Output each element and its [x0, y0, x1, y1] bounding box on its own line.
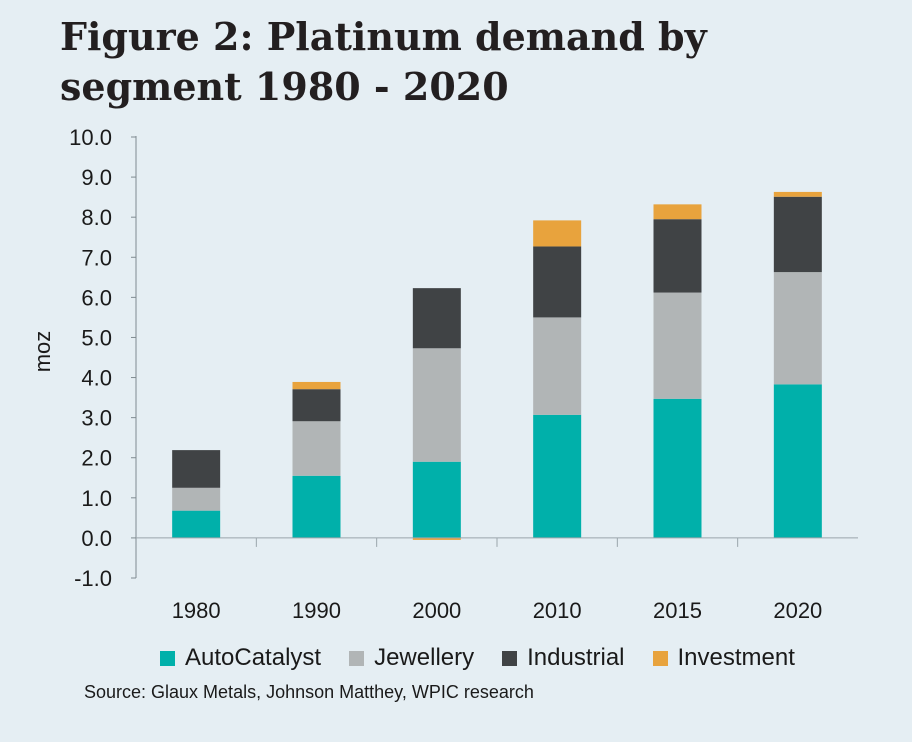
y-tick-label: 2.0	[81, 446, 112, 471]
legend-label: Investment	[677, 644, 795, 671]
bar-jewellery-1990	[292, 421, 341, 476]
y-tick-label: -1.0	[74, 566, 112, 591]
bar-investment-1990	[292, 381, 341, 390]
x-tick-label: 2020	[773, 598, 822, 623]
chart-title: Figure 2: Platinum demand by segment 198…	[60, 14, 707, 109]
bar-investment-2020	[773, 191, 822, 197]
legend-item-industrial: Industrial	[502, 644, 625, 672]
stacked-bar-chart: 10.0 9.0 8.0 7.0 6.0 5.0 4.0 3.0 2.0 1.0 0.0 -1.0 mo…	[30, 125, 858, 623]
legend-swatch	[502, 650, 518, 666]
bar-autocatalyst-2000	[412, 461, 461, 538]
y-tick-label: 10.0	[69, 125, 112, 150]
legend-item-autocatalyst: AutoCatalyst	[160, 644, 321, 672]
y-tick-label: 4.0	[81, 366, 112, 391]
bar-autocatalyst-1990	[292, 475, 341, 538]
bar-autocatalyst-2020	[773, 384, 822, 538]
legend-swatch	[349, 650, 365, 666]
x-tick-label: 1980	[172, 598, 221, 623]
y-tick-label: 8.0	[81, 205, 112, 230]
bar-industrial-1980	[172, 450, 221, 488]
legend-item-jewellery: Jewellery	[349, 644, 474, 672]
bar-industrial-2015	[653, 219, 702, 293]
bar-jewellery-2015	[653, 292, 702, 399]
source-note: Source: Glaux Metals, Johnson Matthey, W…	[84, 682, 534, 702]
y-axis-title: moz	[30, 331, 55, 373]
y-tick-label: 5.0	[81, 325, 112, 350]
legend-swatch	[652, 650, 668, 666]
y-tick-label: 6.0	[81, 285, 112, 310]
bar-jewellery-2020	[773, 272, 822, 385]
bar-autocatalyst-2010	[533, 414, 582, 538]
x-tick-label: 2015	[653, 598, 702, 623]
bar-investment-2010	[533, 220, 582, 247]
legend-item-investment: Investment	[652, 644, 795, 672]
bar-industrial-2020	[773, 196, 822, 273]
x-tick-label: 2010	[533, 598, 582, 623]
legend-swatch	[160, 650, 175, 666]
bar-investment-2015	[653, 204, 702, 220]
x-tick-label: 1990	[292, 598, 341, 623]
bar-autocatalyst-1980	[172, 510, 221, 538]
bar-industrial-1990	[292, 389, 341, 422]
y-tick-label: 0.0	[81, 526, 112, 551]
x-tick-label: 2000	[412, 598, 461, 623]
bar-jewellery-2000	[412, 348, 461, 462]
legend-label: AutoCatalyst	[185, 644, 322, 671]
bar-investment-2000	[412, 537, 461, 540]
bar-jewellery-2010	[533, 317, 582, 415]
y-tick-label: 1.0	[81, 486, 112, 511]
legend-label: Jewellery	[374, 644, 475, 671]
bar-autocatalyst-2015	[653, 398, 702, 538]
legend-label: Industrial	[527, 644, 625, 671]
bar-industrial-2000	[412, 288, 461, 349]
y-tick-label: 7.0	[81, 245, 112, 270]
bar-jewellery-1980	[172, 487, 221, 511]
y-tick-label: 3.0	[81, 406, 112, 431]
bar-industrial-2010	[533, 246, 582, 318]
y-tick-label: 9.0	[81, 165, 112, 190]
chart-legend: AutoCatalyst Jewellery Industrial Investmen…	[160, 644, 795, 672]
